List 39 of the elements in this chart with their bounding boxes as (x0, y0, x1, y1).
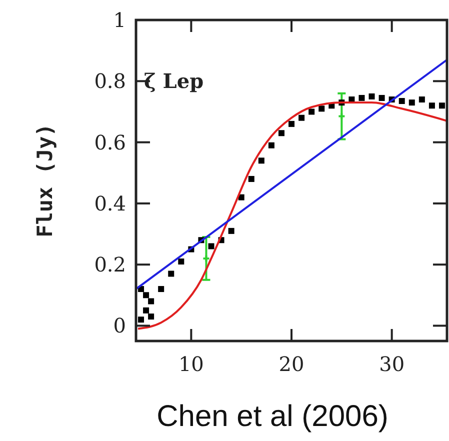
point (138, 316, 144, 323)
point (278, 130, 284, 136)
point (368, 93, 375, 100)
point (358, 94, 365, 101)
point (308, 108, 315, 115)
x-tick-label: 10 (178, 352, 204, 376)
y-tick-label: 0.4 (94, 191, 126, 216)
x-tick-label: 20 (278, 352, 304, 376)
point (143, 292, 150, 298)
point (258, 158, 264, 164)
point (148, 314, 154, 320)
point (208, 243, 214, 250)
point (338, 112, 346, 120)
x-tick-label: 30 (379, 352, 405, 376)
point (298, 114, 305, 121)
point (398, 98, 405, 104)
y-tick-label: 0 (113, 314, 126, 338)
point (408, 100, 415, 106)
point (378, 94, 385, 101)
point (168, 270, 174, 277)
point (238, 194, 244, 200)
point (418, 96, 425, 102)
y-tick-label: 0.2 (94, 252, 126, 277)
y-tick-label: 0.8 (94, 69, 126, 94)
point (428, 102, 435, 109)
y-axis-title: Flux (Jy) (33, 124, 57, 238)
point (268, 142, 274, 148)
y-tick-label: 0.6 (94, 130, 126, 154)
point (228, 228, 234, 234)
point (143, 307, 150, 314)
point (158, 286, 164, 292)
point (318, 106, 325, 112)
point (438, 102, 445, 109)
point (248, 176, 254, 182)
point (148, 298, 154, 304)
point (178, 258, 184, 265)
point (288, 120, 294, 127)
text: Chen et al (2006) (156, 400, 388, 433)
y-tick-label: 1 (113, 8, 126, 32)
